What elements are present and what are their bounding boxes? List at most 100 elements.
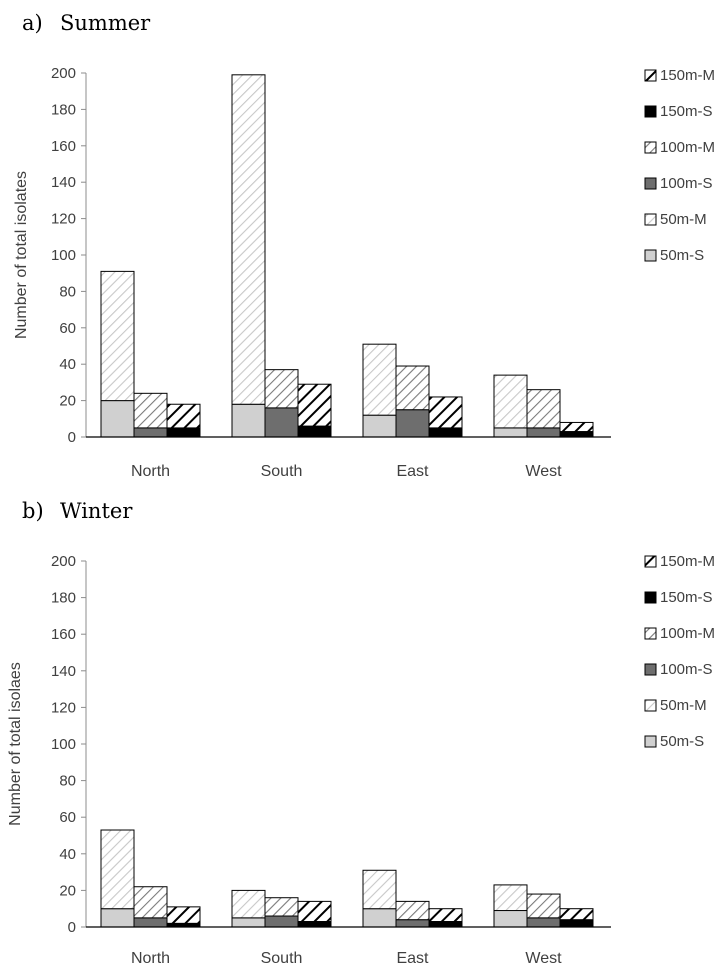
bar-south-50m-s (231, 403, 266, 438)
y-axis-label: Number of total isolates (13, 171, 30, 339)
x-tick-label: West (525, 463, 562, 480)
bar-west-50m-m (493, 374, 528, 429)
y-tick-label: 160 (51, 626, 76, 643)
legend-label: 150m-M (660, 553, 715, 570)
bar-west-100m-s (526, 917, 561, 928)
bar-east-100m-m (395, 365, 430, 411)
bar-east-50m-m (362, 343, 397, 416)
y-tick-label: 180 (51, 101, 76, 118)
legend-label: 100m-M (660, 139, 715, 156)
y-tick-label: 120 (51, 211, 76, 228)
panel-letter: b) (22, 499, 44, 523)
legend-swatch (644, 735, 657, 748)
bar-south-50m-s (231, 917, 266, 928)
legend-label: 150m-M (660, 67, 715, 84)
legend-swatch (644, 699, 657, 712)
legend-label: 150m-S (660, 589, 713, 606)
bar-west-100m-s (526, 427, 561, 438)
bar-south-100m-s (264, 915, 299, 928)
bar-north-50m-m (100, 829, 135, 910)
legend-swatch (644, 555, 657, 568)
bar-west-50m-m (493, 884, 528, 912)
legend-swatch (644, 627, 657, 640)
legend-swatch (644, 213, 657, 226)
chart-title: Winter (60, 499, 133, 523)
bar-north-50m-s (100, 400, 135, 438)
legend-item-150m-s: 150m-S (644, 589, 713, 606)
legend-item-50m-m: 50m-M (644, 211, 707, 228)
bar-east-150m-m (428, 908, 463, 923)
bar-south-50m-m (231, 889, 266, 919)
bar-west-150m-m (559, 908, 594, 921)
bar-north-150m-s (166, 427, 201, 438)
x-tick-label: South (261, 950, 303, 967)
y-tick-label: 20 (59, 393, 76, 410)
legend-label: 50m-M (660, 211, 707, 228)
x-tick-label: West (525, 950, 562, 967)
legend-label: 100m-M (660, 625, 715, 642)
bar-east-50m-m (362, 869, 397, 910)
bar-west-50m-s (493, 427, 528, 438)
legend-swatch (644, 105, 657, 118)
y-tick-label: 180 (51, 590, 76, 607)
y-tick-label: 40 (59, 846, 76, 863)
x-tick-label: North (131, 950, 170, 967)
bar-south-50m-m (231, 74, 266, 405)
legend-label: 50m-S (660, 733, 704, 750)
legend-item-150m-m: 150m-M (644, 553, 715, 570)
legend-item-150m-m: 150m-M (644, 67, 715, 84)
y-tick-label: 20 (59, 882, 76, 899)
y-tick-label: 0 (68, 429, 76, 446)
y-tick-label: 100 (51, 247, 76, 264)
bar-south-150m-m (297, 900, 332, 923)
bar-east-50m-s (362, 414, 397, 438)
y-tick-label: 140 (51, 174, 76, 191)
bar-west-100m-m (526, 389, 561, 429)
legend-item-50m-m: 50m-M (644, 697, 707, 714)
chart-title: Summer (60, 11, 151, 35)
bar-south-150m-s (297, 921, 332, 928)
panel-letter: a) (22, 11, 43, 35)
legend-swatch (644, 141, 657, 154)
y-tick-label: 140 (51, 663, 76, 680)
chart-panel-summer: a) Summer 0 20 40 60 80 100 120 140 160 180 200 Numbe… (13, 11, 715, 480)
x-tick-label: South (261, 463, 303, 480)
bar-north-50m-m (100, 270, 135, 402)
bar-north-100m-s (133, 427, 168, 438)
y-tick-label: 100 (51, 736, 76, 753)
bar-east-50m-s (362, 908, 397, 928)
legend-swatch (644, 663, 657, 676)
bar-south-100m-m (264, 897, 299, 917)
legend-item-100m-s: 100m-S (644, 175, 713, 192)
bar-west-150m-s (559, 919, 594, 928)
legend-swatch (644, 591, 657, 604)
bar-west-50m-s (493, 910, 528, 928)
bar-south-100m-s (264, 407, 299, 438)
y-tick-label: 200 (51, 65, 76, 82)
bar-south-150m-m (297, 383, 332, 427)
legend-label: 50m-M (660, 697, 707, 714)
bar-north-100m-m (133, 886, 168, 919)
legend-label: 150m-S (660, 103, 713, 120)
legend-item-50m-s: 50m-S (644, 733, 704, 750)
y-tick-label: 60 (59, 809, 76, 826)
legend-item-50m-s: 50m-S (644, 247, 704, 264)
x-tick-label: North (131, 463, 170, 480)
bar-east-150m-m (428, 396, 463, 429)
bar-north-50m-s (100, 908, 135, 928)
chart-panel-winter: b) Winter 0 20 40 60 80 100 120 140 160 180 200 Numbe… (7, 499, 715, 967)
bar-west-150m-s (559, 431, 594, 438)
y-axis-label: Number of total isolaes (7, 662, 24, 826)
legend-swatch (644, 69, 657, 82)
bar-east-150m-s (428, 921, 463, 928)
bar-east-100m-m (395, 900, 430, 921)
bar-north-100m-m (133, 392, 168, 429)
legend-label: 100m-S (660, 175, 713, 192)
legend-swatch (644, 249, 657, 262)
y-tick-label: 200 (51, 553, 76, 570)
bar-west-100m-m (526, 893, 561, 919)
legend-label: 50m-S (660, 247, 704, 264)
bar-north-150m-m (166, 906, 201, 924)
legend-item-150m-s: 150m-S (644, 103, 713, 120)
